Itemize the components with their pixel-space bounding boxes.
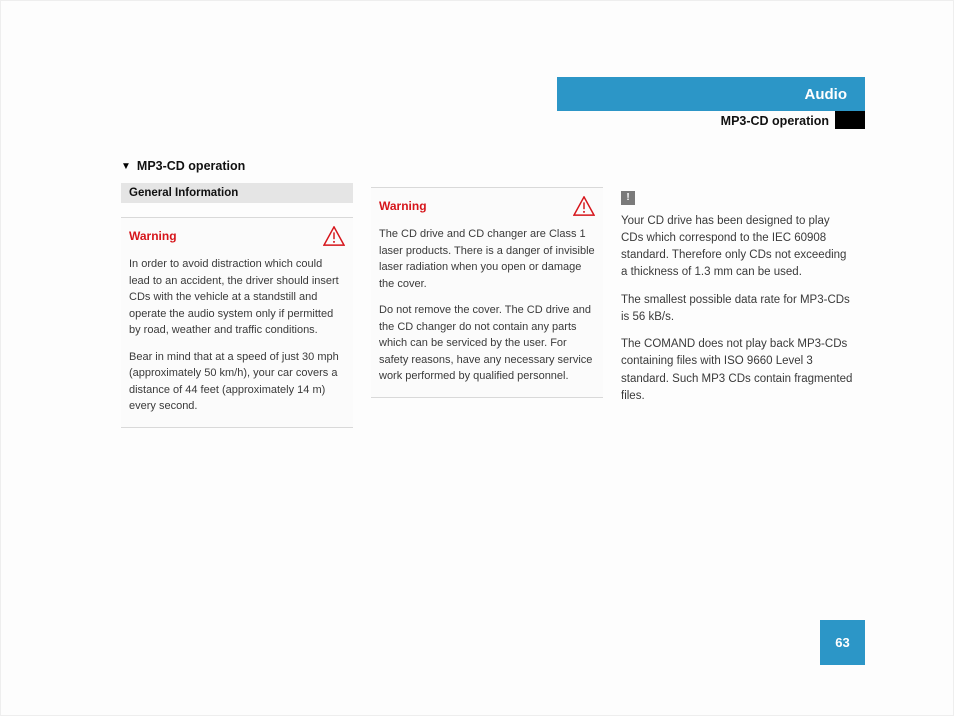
- paragraph: Your CD drive has been designed to play …: [621, 213, 853, 282]
- warning-box-1: Warning In order to avoid distraction wh…: [121, 217, 353, 428]
- column-1: ▼ MP3-CD operation General Information W…: [121, 159, 353, 428]
- page-number: 63: [835, 635, 849, 650]
- section-heading: MP3-CD operation: [137, 159, 245, 173]
- content-columns: ▼ MP3-CD operation General Information W…: [121, 159, 865, 428]
- paragraph: Bear in mind that at a speed of just 30 …: [129, 349, 345, 415]
- chapter-title: Audio: [805, 86, 848, 103]
- section-heading-row: ▼ MP3-CD operation: [121, 159, 353, 173]
- paragraph: The CD drive and CD changer are Class 1 …: [379, 226, 595, 292]
- paragraph: Do not remove the cover. The CD drive an…: [379, 302, 595, 385]
- warning-triangle-icon: [573, 196, 595, 216]
- warning-triangle-icon: [323, 226, 345, 246]
- paragraph: In order to avoid distraction which coul…: [129, 256, 345, 339]
- warning-body: In order to avoid distraction which coul…: [129, 256, 345, 415]
- info-icon: !: [621, 191, 635, 205]
- column-2: Warning The CD drive and CD changer are …: [371, 159, 603, 428]
- column-3: ! Your CD drive has been designed to pla…: [621, 159, 853, 428]
- warning-header: Warning: [379, 196, 595, 216]
- page-number-box: 63: [820, 620, 865, 665]
- warning-label: Warning: [129, 229, 177, 243]
- chapter-header-bar: Audio: [557, 77, 865, 111]
- warning-box-2: Warning The CD drive and CD changer are …: [371, 187, 603, 398]
- warning-body: The CD drive and CD changer are Class 1 …: [379, 226, 595, 385]
- triangle-down-icon: ▼: [121, 161, 131, 172]
- warning-header: Warning: [129, 226, 345, 246]
- header-black-tab: [835, 111, 865, 129]
- page: Audio MP3-CD operation ▼ MP3-CD operatio…: [0, 0, 954, 716]
- paragraph: The COMAND does not play back MP3-CDs co…: [621, 336, 853, 405]
- chapter-subtitle: MP3-CD operation: [721, 114, 829, 128]
- warning-label: Warning: [379, 199, 427, 213]
- paragraph: The smallest possible data rate for MP3-…: [621, 292, 853, 327]
- section-subheading: General Information: [121, 183, 353, 203]
- info-body: Your CD drive has been designed to play …: [621, 213, 853, 406]
